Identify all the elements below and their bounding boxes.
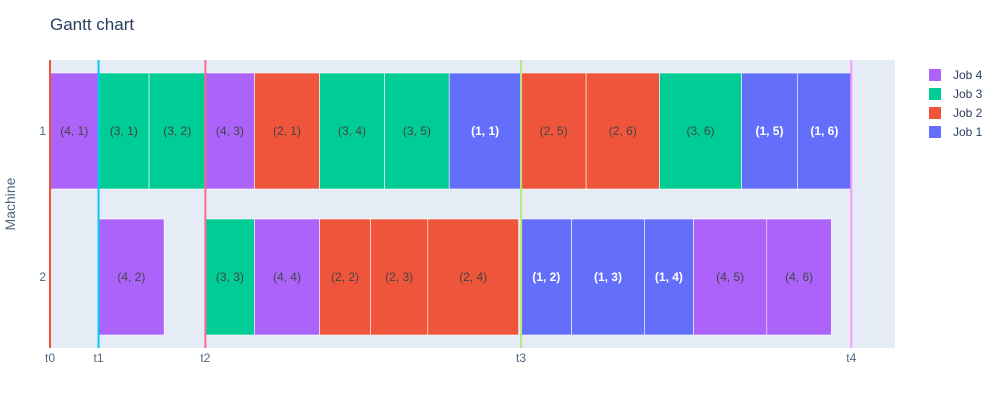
y-tick-label: 1	[39, 124, 46, 138]
task-label: (1, 6)	[810, 124, 838, 138]
legend-label[interactable]: Job 4	[953, 68, 983, 82]
task-bar[interactable]	[659, 72, 742, 190]
task-bar[interactable]	[520, 72, 587, 190]
task-label: (3, 6)	[686, 124, 714, 138]
task-label: (4, 3)	[216, 124, 244, 138]
task-bar[interactable]	[797, 72, 852, 190]
task-label: (4, 4)	[273, 270, 301, 284]
legend-swatch[interactable]	[929, 126, 941, 138]
task-label: (4, 2)	[117, 270, 145, 284]
task-label: (3, 2)	[163, 124, 191, 138]
task-bar[interactable]	[254, 218, 320, 336]
legend-label[interactable]: Job 3	[953, 87, 983, 101]
legend-swatch[interactable]	[929, 88, 941, 100]
task-bar[interactable]	[520, 218, 572, 336]
task-bar[interactable]	[384, 72, 450, 190]
task-bar[interactable]	[448, 72, 522, 190]
x-tick-label: t2	[200, 351, 210, 365]
task-bar[interactable]	[319, 218, 371, 336]
task-label: (2, 1)	[273, 124, 301, 138]
task-bars: (4, 1) (3, 1) (3, 2) (4, 3) (2, 1) (3, 4) (3, …	[49, 72, 852, 336]
task-label: (4, 6)	[785, 270, 813, 284]
legend-swatch[interactable]	[929, 107, 941, 119]
task-label: (1, 3)	[594, 270, 622, 284]
task-bar[interactable]	[571, 218, 645, 336]
task-label: (2, 6)	[609, 124, 637, 138]
legend-swatch[interactable]	[929, 69, 941, 81]
x-tick-label: t4	[846, 351, 856, 365]
task-bar[interactable]	[148, 72, 206, 190]
task-label: (3, 4)	[338, 124, 366, 138]
task-label: (1, 4)	[655, 270, 683, 284]
x-tick-label: t1	[94, 351, 104, 365]
task-bar[interactable]	[741, 72, 798, 190]
task-label: (3, 1)	[110, 124, 138, 138]
task-bar[interactable]	[49, 72, 99, 190]
legend[interactable]: Job 4 Job 3 Job 2 Job 1	[929, 68, 983, 139]
task-bar[interactable]	[319, 72, 385, 190]
task-bar[interactable]	[427, 218, 519, 336]
task-bar[interactable]	[205, 218, 255, 336]
legend-label[interactable]: Job 2	[953, 106, 983, 120]
task-bar[interactable]	[766, 218, 832, 336]
y-tick-label: 2	[39, 270, 46, 284]
chart-title: Gantt chart	[50, 15, 134, 34]
y-axis-title: Machine	[2, 177, 18, 230]
task-label: (3, 5)	[403, 124, 431, 138]
x-tick-label: t0	[45, 351, 55, 365]
task-label: (1, 2)	[532, 270, 560, 284]
task-bar[interactable]	[98, 218, 165, 336]
legend-label[interactable]: Job 1	[953, 125, 983, 139]
axis-ticks: t0 t1 t2 t3 t4 1 2	[39, 124, 856, 365]
task-label: (3, 3)	[216, 270, 244, 284]
task-label: (2, 4)	[459, 270, 487, 284]
task-bar[interactable]	[370, 218, 429, 336]
task-label: (2, 2)	[331, 270, 359, 284]
task-label: (2, 5)	[540, 124, 568, 138]
task-label: (1, 5)	[755, 124, 783, 138]
marker-lines	[49, 60, 853, 348]
task-label: (4, 5)	[716, 270, 744, 284]
task-label: (4, 1)	[60, 124, 88, 138]
x-tick-label: t3	[516, 351, 526, 365]
task-bar[interactable]	[585, 72, 660, 190]
task-label: (1, 1)	[471, 124, 499, 138]
task-label: (2, 3)	[385, 270, 413, 284]
